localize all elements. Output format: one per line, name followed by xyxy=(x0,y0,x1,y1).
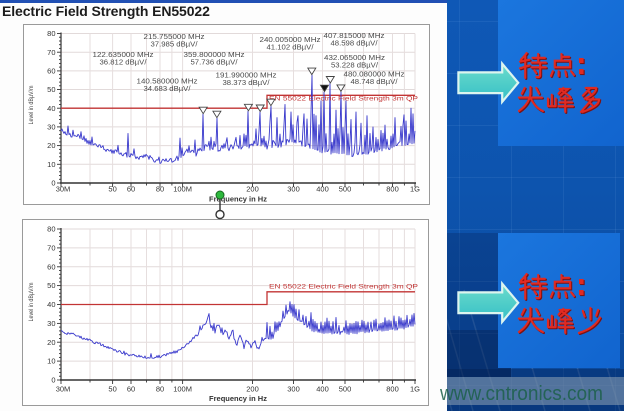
svg-text:Frequency in Hz: Frequency in Hz xyxy=(209,195,267,204)
svg-text:53.228 dBµV/: 53.228 dBµV/ xyxy=(331,63,378,70)
svg-text:80: 80 xyxy=(156,385,164,394)
svg-text:50: 50 xyxy=(47,85,55,94)
svg-text:www.cntronics.com: www.cntronics.com xyxy=(439,383,603,405)
svg-text:30M: 30M xyxy=(56,185,71,194)
svg-text:80: 80 xyxy=(47,29,55,38)
svg-text:800: 800 xyxy=(386,385,399,394)
svg-text:0: 0 xyxy=(51,179,55,188)
svg-text:800: 800 xyxy=(386,185,399,194)
svg-text:500: 500 xyxy=(339,385,352,394)
svg-text:359.800000 MHz: 359.800000 MHz xyxy=(184,52,246,59)
svg-text:70: 70 xyxy=(47,244,55,253)
svg-text:30: 30 xyxy=(47,319,55,328)
svg-text:37.985 dBµV/: 37.985 dBµV/ xyxy=(151,42,198,49)
svg-text:80: 80 xyxy=(47,225,55,234)
svg-text:30M: 30M xyxy=(56,385,71,394)
svg-text:20: 20 xyxy=(47,141,55,150)
svg-text:EN 55022 Electric Field Streng: EN 55022 Electric Field Strength 3m QP xyxy=(269,97,418,103)
svg-text:36.812 dBµV/: 36.812 dBµV/ xyxy=(100,60,147,67)
svg-text:20: 20 xyxy=(47,338,55,347)
svg-text:100M: 100M xyxy=(173,185,192,194)
svg-text:1G: 1G xyxy=(410,385,420,394)
svg-text:1G: 1G xyxy=(410,185,420,194)
svg-text:80: 80 xyxy=(156,185,164,194)
svg-text:407.815000 MHz: 407.815000 MHz xyxy=(324,33,386,40)
svg-text:40: 40 xyxy=(47,300,55,309)
svg-text:10: 10 xyxy=(47,160,55,169)
svg-text:400: 400 xyxy=(316,385,329,394)
svg-text:60: 60 xyxy=(127,385,135,394)
svg-text:240.005000 MHz: 240.005000 MHz xyxy=(260,37,322,44)
svg-text:50: 50 xyxy=(108,385,116,394)
svg-text:Frequency in Hz: Frequency in Hz xyxy=(209,394,267,403)
svg-text:191.990000 MHz: 191.990000 MHz xyxy=(216,73,278,80)
svg-text:48.748 dBµV/: 48.748 dBµV/ xyxy=(351,79,398,86)
svg-text:57.736 dBµV/: 57.736 dBµV/ xyxy=(191,60,238,67)
svg-text:200: 200 xyxy=(246,185,259,194)
svg-text:500: 500 xyxy=(339,185,352,194)
svg-text:215.755000 MHz: 215.755000 MHz xyxy=(144,34,206,41)
svg-text:60: 60 xyxy=(127,185,135,194)
svg-text:34.683 dBµV/: 34.683 dBµV/ xyxy=(144,86,191,93)
svg-text:50: 50 xyxy=(47,281,55,290)
svg-text:38.373 dBµV/: 38.373 dBµV/ xyxy=(223,80,270,87)
svg-text:480.080000 MHz: 480.080000 MHz xyxy=(344,72,406,79)
svg-text:432.065000 MHz: 432.065000 MHz xyxy=(324,55,386,62)
svg-text:300: 300 xyxy=(287,385,300,394)
svg-text:300: 300 xyxy=(287,185,300,194)
svg-text:140.580000 MHz: 140.580000 MHz xyxy=(137,79,199,86)
svg-text:40: 40 xyxy=(47,104,55,113)
svg-text:60: 60 xyxy=(47,262,55,271)
svg-text:Level in dBµV/m: Level in dBµV/m xyxy=(29,283,35,322)
svg-text:0: 0 xyxy=(51,376,55,385)
svg-text:41.102 dBµV/: 41.102 dBµV/ xyxy=(267,45,314,52)
svg-text:60: 60 xyxy=(47,67,55,76)
svg-text:50: 50 xyxy=(108,185,116,194)
svg-text:10: 10 xyxy=(47,357,55,366)
svg-text:EN 55022 Electric Field Streng: EN 55022 Electric Field Strength 3m QP xyxy=(269,285,418,291)
svg-text:30: 30 xyxy=(47,123,55,132)
svg-text:48.598 dBµV/: 48.598 dBµV/ xyxy=(331,41,378,48)
svg-text:200: 200 xyxy=(246,385,259,394)
svg-text:122.635000 MHz: 122.635000 MHz xyxy=(93,52,155,59)
svg-text:70: 70 xyxy=(47,48,55,57)
svg-text:400: 400 xyxy=(316,185,329,194)
svg-text:100M: 100M xyxy=(173,385,192,394)
svg-text:Level in dBµV/m: Level in dBµV/m xyxy=(29,86,35,125)
